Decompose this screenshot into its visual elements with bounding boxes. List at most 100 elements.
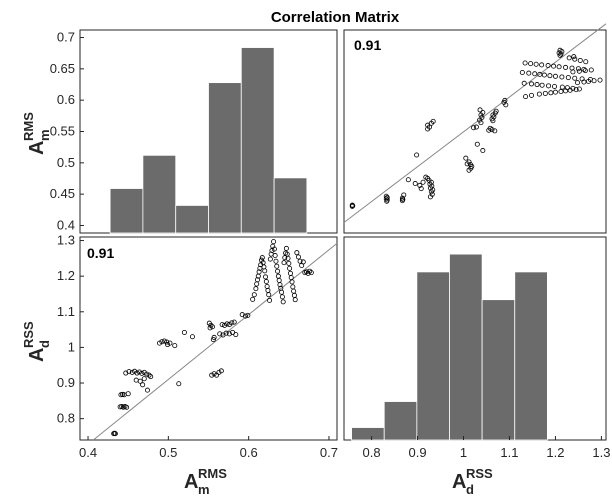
tr-point-31 [467, 161, 473, 167]
bl-point-106 [285, 255, 291, 261]
bl-point-54 [231, 319, 237, 325]
tl-ytick-label-1: 0.45 [50, 186, 75, 201]
bl-point-101 [281, 260, 287, 266]
bl-point-79 [263, 279, 269, 285]
bl-ytick-label-2: 1 [68, 339, 75, 354]
tr-point-70 [558, 89, 564, 95]
tl-ylabel-subscript: m [37, 129, 52, 141]
tr-point-89 [587, 76, 593, 82]
bl-ytick-label-0: 0.8 [57, 411, 75, 426]
tr-point-2 [349, 202, 355, 208]
br-xlabel-symbol: A [452, 471, 466, 493]
tr-point-78 [552, 83, 558, 89]
bl-point-55 [217, 331, 223, 337]
bl-point-80 [264, 284, 270, 290]
tl-ytick-label-5: 0.65 [50, 61, 75, 76]
bl-point-82 [266, 292, 272, 298]
bl-point-26 [140, 382, 146, 388]
bl-point-68 [254, 277, 260, 283]
tr-point-105 [581, 66, 587, 72]
hist-bar-ad-2 [416, 271, 450, 441]
tr-point-81 [534, 82, 540, 88]
bl-point-94 [275, 273, 281, 279]
bl-point-74 [259, 255, 265, 261]
bl-point-23 [141, 376, 147, 382]
br-xtick-label-4: 1.2 [546, 445, 564, 460]
bl-point-13 [126, 369, 132, 375]
tr-point-96 [541, 72, 547, 78]
bl-point-122 [303, 269, 309, 275]
bl-point-47 [216, 369, 222, 375]
tr-point-107 [569, 65, 575, 71]
bl-point-46 [214, 372, 220, 378]
bl-point-67 [254, 281, 260, 287]
bl-point-43 [211, 334, 217, 340]
bl-point-93 [275, 268, 281, 274]
bl-xtick-label-3: 0.7 [320, 445, 338, 460]
tr-point-27 [405, 177, 411, 183]
tr-point-43 [473, 124, 479, 130]
tr-point-99 [526, 70, 532, 76]
bl-point-88 [271, 239, 277, 245]
bl-point-29 [159, 339, 165, 345]
panel-bl-correlation-label: 0.91 [87, 245, 114, 261]
bl-point-27 [144, 387, 150, 393]
tr-point-63 [502, 97, 508, 103]
tr-point-82 [529, 81, 535, 87]
tl-ytick-label-3: 0.55 [50, 124, 75, 139]
tl-ylabel-superscript: RMS [21, 112, 36, 141]
tr-point-22 [423, 174, 429, 180]
tr-point-83 [521, 80, 527, 86]
tr-point-110 [551, 63, 557, 69]
tr-point-119 [566, 55, 572, 61]
tr-fit-line [343, 23, 607, 223]
bl-point-41 [210, 324, 216, 330]
tr-point-104 [588, 67, 594, 73]
hist-bar-am-1 [142, 154, 177, 234]
bl-point-63 [245, 312, 251, 318]
bl-point-48 [218, 368, 224, 374]
tr-point-93 [559, 74, 565, 80]
br-xtick-label-1: 0.9 [409, 445, 427, 460]
tr-point-109 [556, 64, 562, 70]
bl-point-99 [279, 294, 285, 300]
tr-point-112 [539, 62, 545, 68]
bl-ylabel-subscript: d [37, 340, 52, 348]
tr-point-121 [557, 52, 563, 58]
tr-point-65 [529, 92, 535, 98]
bl-point-33 [165, 342, 171, 348]
bl-point-124 [307, 268, 313, 274]
br-xtick-label-5: 1.3 [592, 445, 610, 460]
bl-point-76 [261, 264, 267, 270]
tr-point-64 [523, 94, 529, 100]
tr-point-115 [522, 60, 528, 66]
tr-point-114 [528, 61, 534, 67]
tr-point-38 [492, 128, 498, 134]
bl-point-24 [133, 377, 139, 383]
tr-point-7 [383, 193, 389, 199]
bl-point-57 [223, 330, 229, 336]
tr-point-84 [575, 80, 581, 86]
tr-point-79 [546, 83, 552, 89]
bl-point-7 [124, 404, 130, 410]
tr-point-74 [576, 86, 582, 92]
tl-ytick-label-6: 0.7 [57, 30, 75, 45]
tr-point-73 [573, 87, 579, 93]
bl-point-39 [207, 325, 213, 331]
tr-point-23 [420, 179, 426, 185]
hist-bar-am-3 [208, 82, 242, 234]
tr-point-97 [537, 71, 543, 77]
tr-point-33 [464, 161, 470, 167]
tr-point-118 [572, 56, 578, 62]
bl-point-89 [271, 246, 277, 252]
bl-point-30 [161, 338, 167, 344]
tr-point-54 [493, 108, 499, 114]
bl-point-77 [262, 268, 268, 274]
bl-point-64 [250, 296, 256, 302]
tr-point-5 [383, 196, 389, 202]
bl-point-125 [308, 270, 314, 276]
tr-point-60 [477, 107, 483, 113]
tr-point-102 [576, 68, 582, 74]
